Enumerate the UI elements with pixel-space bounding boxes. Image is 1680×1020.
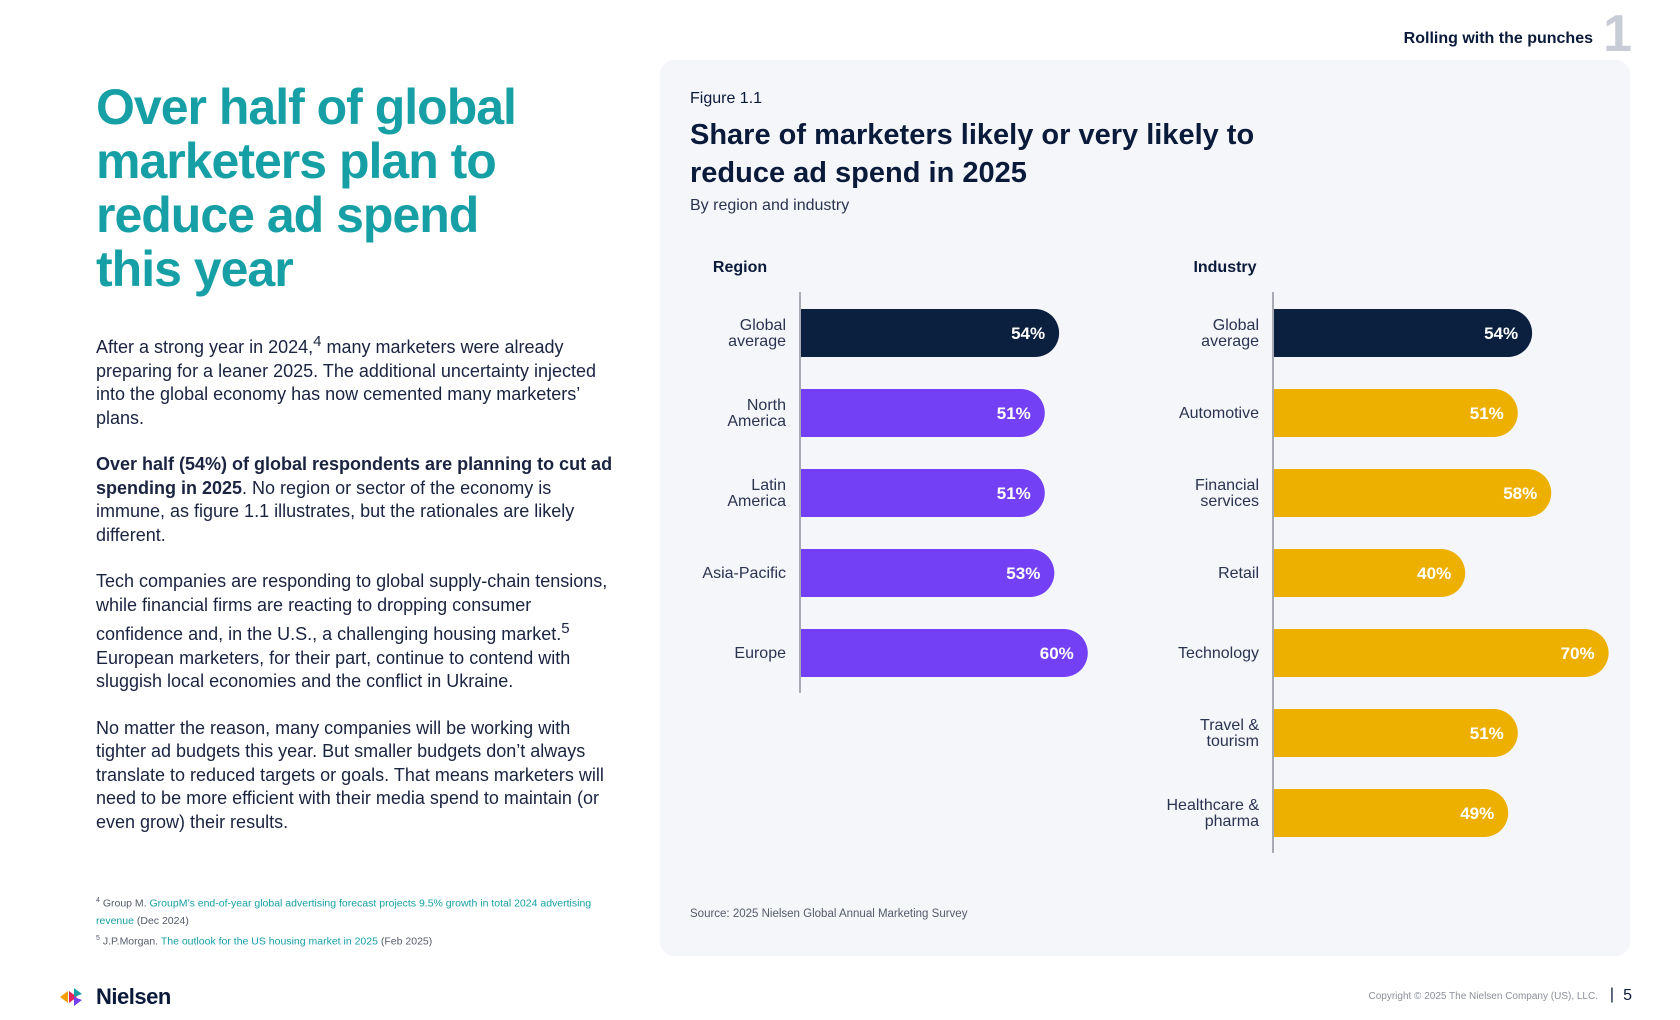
- body-text: After a strong year in 2024,4 many marke…: [96, 330, 616, 857]
- chart-0-category-label: Europe: [734, 645, 786, 662]
- copyright-notice: Copyright © 2025 The Nielsen Company (US…: [1368, 991, 1598, 1002]
- footnote-date: (Feb 2025): [380, 935, 433, 947]
- footnote-link-groupm[interactable]: GroupM’s end-of-year global advertising …: [96, 897, 592, 927]
- footnote-date: (Dec 2024): [136, 914, 189, 927]
- figure-source: Source: 2025 Nielsen Global Annual Marke…: [690, 908, 968, 920]
- chart-0-bar: [801, 469, 1045, 517]
- chart-1-data-label: 51%: [1470, 724, 1504, 743]
- p3-text-b: European marketers, for their part, cont…: [96, 647, 571, 692]
- chart-1-title: Industry: [1193, 259, 1256, 276]
- chart-0-bar: [801, 629, 1088, 677]
- p1-text-a: After a strong year in 2024,: [96, 337, 314, 357]
- chart-1-data-label: 49%: [1460, 804, 1494, 823]
- chart-1-bar: [1274, 469, 1552, 517]
- footnote-source: J.P.Morgan.: [102, 935, 159, 947]
- chart-1-data-label: 51%: [1470, 404, 1504, 423]
- paragraph-1: After a strong year in 2024,4 many marke…: [96, 330, 616, 430]
- chart-0-data-label: 53%: [1006, 564, 1040, 583]
- chart-1-bar: [1274, 549, 1466, 597]
- footnote-ref-5[interactable]: 5: [561, 620, 570, 637]
- chart-0-data-label: 51%: [997, 484, 1031, 503]
- chart-1-bar: [1274, 309, 1533, 357]
- chart-1-category-label: Retail: [1218, 565, 1259, 582]
- chart-1-category-label: Technology: [1178, 645, 1259, 662]
- footnote-ref-4[interactable]: 4: [313, 333, 322, 350]
- footnotes: 4 Group M. GroupM’s end-of-year global a…: [96, 892, 616, 950]
- p2-text: . No region or sector of the economy is …: [96, 477, 575, 545]
- footnote-source: Group M.: [102, 897, 147, 910]
- chart-0-title: Region: [713, 259, 767, 276]
- chart-0-data-label: 54%: [1011, 324, 1045, 343]
- paragraph-4: No matter the reason, many companies wil…: [96, 717, 604, 832]
- nielsen-logo: Nielsen: [60, 984, 171, 1010]
- figure-label: Figure 1.1: [690, 90, 763, 107]
- section-number: 1: [1603, 5, 1632, 63]
- page-headline: Over half of global marketers plan to re…: [96, 79, 517, 297]
- chart-1-data-label: 40%: [1417, 564, 1451, 583]
- p1-text-b: many marketers were already preparing fo…: [96, 337, 597, 428]
- page-separator: |: [1609, 986, 1614, 1003]
- page-number: 5: [1623, 987, 1632, 1004]
- chart-1-category-label: Travel & tourism: [1200, 717, 1259, 750]
- chart-1-category-label: Healthcare & pharma: [1167, 797, 1260, 830]
- chart-1-data-label: 54%: [1484, 324, 1518, 343]
- chart-0-category-label: Global average: [728, 317, 786, 350]
- p3-text-a: Tech companies are responding to global …: [96, 571, 608, 644]
- chart-0-category-label: North America: [727, 397, 786, 430]
- footnote-link-jpmorgan[interactable]: The outlook for the US housing market in…: [160, 935, 378, 947]
- logo-wordmark: Nielsen: [96, 984, 171, 1009]
- bar-charts: Region 54% Global average 51% North America 51%…: [702, 259, 1609, 853]
- chart-1-bar: [1274, 389, 1518, 437]
- chart-1-data-label: 58%: [1503, 484, 1537, 503]
- figure-title: Share of marketers likely or very likely…: [690, 119, 1255, 189]
- chart-1-bar: [1274, 709, 1518, 757]
- chart-1-category-label: Global average: [1201, 317, 1259, 350]
- chart-1-bar: [1274, 629, 1609, 677]
- footnote-number: 4: [96, 897, 100, 904]
- footnote-5: 5 J.P.Morgan. The outlook for the US hou…: [96, 930, 616, 951]
- chart-1-bar: [1274, 789, 1509, 837]
- footnote-number: 5: [96, 934, 100, 942]
- figure-subtitle: By region and industry: [690, 197, 850, 214]
- chart-0-category-label: Latin America: [727, 477, 786, 510]
- footnote-4: 4 Group M. GroupM’s end-of-year global a…: [96, 892, 616, 930]
- section-title: Rolling with the punches: [1403, 30, 1593, 47]
- chart-1-category-label: Automotive: [1179, 405, 1259, 422]
- paragraph-3: Tech companies are responding to global …: [96, 570, 616, 694]
- chart-1-data-label: 70%: [1561, 644, 1595, 663]
- chart-0-bar: [801, 389, 1045, 437]
- chart-0-bar: [801, 549, 1055, 597]
- chart-0-data-label: 51%: [997, 404, 1031, 423]
- chart-0-bar: [801, 309, 1060, 357]
- chart-1-category-label: Financial services: [1195, 477, 1259, 510]
- chart-0-data-label: 60%: [1040, 644, 1074, 663]
- chart-0-category-label: Asia-Pacific: [702, 565, 786, 582]
- paragraph-2: Over half (54%) of global respondents ar…: [96, 453, 616, 547]
- nielsen-logo-icon: [60, 988, 82, 1006]
- p2-bold: Over half (54%) of global respondents ar…: [96, 454, 613, 498]
